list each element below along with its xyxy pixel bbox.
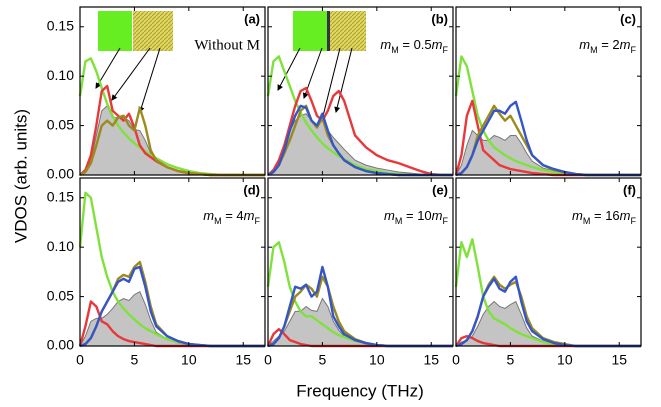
panel-label: (c) <box>620 11 636 26</box>
annotation-part: = 0.5 <box>399 37 432 52</box>
annotation-part: F <box>443 45 449 55</box>
annotation-part: = 2 <box>598 37 620 52</box>
x-tick-label: 5 <box>319 352 327 368</box>
annotation-part: m <box>384 208 395 223</box>
x-tick-label: 5 <box>507 352 515 368</box>
annotation-part: = 4 <box>222 208 244 223</box>
y-tick-label: 0.00 <box>47 337 74 353</box>
inset-arrow <box>111 47 151 101</box>
annotation-part: F <box>631 216 637 226</box>
annotation-part: = 10 <box>402 208 431 223</box>
y-tick-label: 0.15 <box>47 188 74 204</box>
inset-arrow <box>138 47 161 113</box>
inset-arrow <box>334 47 353 113</box>
inset-hatched-block <box>330 11 366 51</box>
x-tick-label: 10 <box>181 352 197 368</box>
area <box>266 297 453 347</box>
x-tick-label: 10 <box>557 352 573 368</box>
x-tick-label: 15 <box>235 352 251 368</box>
annotation-part: = 16 <box>590 208 619 223</box>
panel-label: (e) <box>432 182 448 197</box>
panel-frame <box>455 177 642 347</box>
panel-frame <box>79 6 266 176</box>
panel-label: (a) <box>244 11 260 26</box>
annotation-part: M <box>391 45 399 55</box>
x-tick-label: 15 <box>423 352 439 368</box>
panel-label: (d) <box>243 182 260 197</box>
panel-frame <box>267 6 454 176</box>
x-tick-label: 15 <box>611 352 627 368</box>
annotation-part: m <box>380 37 391 52</box>
y-tick-label: 0.05 <box>47 116 74 132</box>
annotation-part: M <box>583 216 591 226</box>
inset-a <box>95 11 173 113</box>
annotation-part: m <box>620 37 631 52</box>
y-tick-label: 0.10 <box>47 67 74 83</box>
annotation: mM = 10mF <box>384 208 448 226</box>
annotation-part: F <box>255 216 261 226</box>
y-tick-label: 0.15 <box>47 17 74 33</box>
panel-frame <box>267 177 454 347</box>
area <box>78 104 265 176</box>
inset-arrow <box>277 47 301 91</box>
annotation: mM = 4mF <box>203 208 260 226</box>
annotation-part: m <box>203 208 214 223</box>
annotation-part: F <box>443 216 449 226</box>
panel-frame <box>79 177 266 347</box>
annotation: mM = 16mF <box>572 208 636 226</box>
inset-hatched-block <box>133 11 173 51</box>
annotation: Without M <box>194 37 260 53</box>
annotation-part: F <box>631 45 637 55</box>
annotation-part: M <box>590 45 598 55</box>
panel-label: (b) <box>431 11 448 26</box>
y-tick-label: 0.10 <box>47 238 74 254</box>
annotation-part: m <box>244 208 255 223</box>
panel-label: (f) <box>623 182 636 197</box>
inset-green-block <box>98 11 132 51</box>
annotation-part: m <box>432 208 443 223</box>
x-tick-label: 5 <box>131 352 139 368</box>
inset-arrow <box>320 47 341 121</box>
inset-green-block <box>293 11 327 51</box>
annotation-part: m <box>432 37 443 52</box>
annotation-part: m <box>620 208 631 223</box>
y-tick-label: 0.00 <box>47 166 74 182</box>
x-tick-label: 0 <box>264 352 272 368</box>
x-axis-label: Frequency (THz) <box>296 381 424 400</box>
annotation-part: m <box>579 37 590 52</box>
inset-b <box>277 11 366 121</box>
annotation: mM = 2mF <box>579 37 636 55</box>
y-axis-label: VDOS (arb. units) <box>11 109 30 243</box>
y-tick-label: 0.05 <box>47 287 74 303</box>
x-tick-label: 0 <box>76 352 84 368</box>
x-tick-label: 10 <box>369 352 385 368</box>
inset-interface <box>327 11 330 51</box>
annotation: mM = 0.5mF <box>380 37 448 55</box>
annotation-part: M <box>395 216 403 226</box>
annotation-part: m <box>572 208 583 223</box>
x-tick-label: 0 <box>452 352 460 368</box>
panel-frame <box>455 6 642 176</box>
line <box>267 86 453 177</box>
annotation-part: M <box>214 216 222 226</box>
